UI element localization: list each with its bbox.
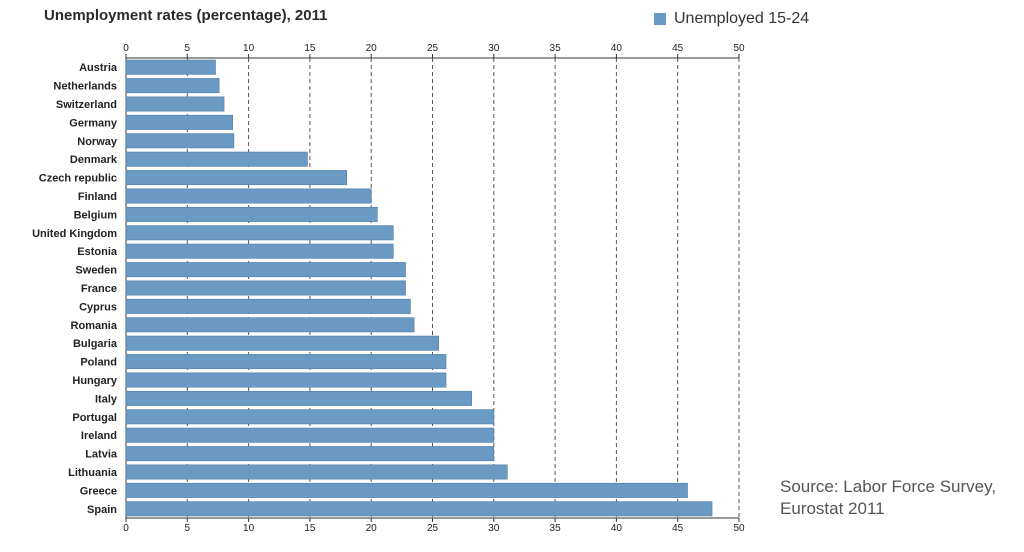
bottom-tick-label: 5 [185,523,191,534]
bar [125,335,439,351]
bar [125,390,473,406]
category-label: Poland [80,357,117,369]
top-tick-label: 10 [243,43,255,54]
category-label: Sweden [75,265,117,277]
category-label: Romania [71,320,118,332]
category-label: Spain [87,504,117,516]
bar [125,501,713,517]
bar [125,133,235,149]
category-label: Greece [80,485,117,497]
bottom-tick-label: 0 [123,523,129,534]
top-tick-label: 15 [304,43,316,54]
legend: Unemployed 15-24 [654,10,809,28]
bottom-tick-label: 35 [550,523,562,534]
category-label: United Kingdom [32,228,117,240]
category-label: Ireland [81,430,117,442]
bottom-tick-label: 25 [427,523,439,534]
top-tick-label: 30 [488,43,500,54]
top-tick-label: 35 [550,43,562,54]
top-tick-label: 25 [427,43,439,54]
bar [125,464,508,480]
top-tick-label: 20 [366,43,378,54]
bar [125,225,394,241]
category-label: Switzerland [56,99,117,111]
bar [125,170,347,186]
category-label: Czech republic [39,173,117,185]
category-label: Cyprus [79,301,117,313]
legend-label: Unemployed 15-24 [674,10,810,27]
category-label: Austria [79,62,118,74]
bar [125,482,688,498]
legend-swatch [654,13,666,25]
top-tick-label: 45 [672,43,684,54]
category-label: Finland [78,191,117,203]
bar [125,262,406,278]
bottom-tick-label: 40 [611,523,623,534]
bar [125,59,216,75]
category-label: Germany [69,117,118,129]
bar [125,188,372,204]
bar [125,280,406,296]
bar [125,446,495,462]
bar [125,298,411,314]
source-note: Source: Labor Force Survey, Eurostat 201… [780,477,997,518]
bottom-tick-label: 45 [672,523,684,534]
bottom-tick-label: 10 [243,523,255,534]
category-label: Bulgaria [73,338,118,350]
bar [125,114,233,130]
category-label: Belgium [74,209,118,221]
chart-title: Unemployment rates (percentage), 2011 [44,7,328,24]
bar [125,96,225,112]
category-label: Italy [95,393,118,405]
top-tick-label: 5 [185,43,191,54]
bottom-tick-label: 15 [304,523,316,534]
top-tick-label: 0 [123,43,129,54]
category-label: Denmark [70,154,118,166]
category-label: Latvia [85,449,118,461]
bottom-tick-label: 50 [733,523,745,534]
bar [125,409,495,425]
bar [125,354,447,370]
top-tick-label: 40 [611,43,623,54]
bar [125,317,415,333]
bar [125,206,378,222]
category-label: Portugal [72,412,117,424]
bar [125,78,220,94]
bottom-tick-label: 30 [488,523,500,534]
category-label: Estonia [77,246,118,258]
category-label: Norway [77,136,118,148]
bottom-tick-label: 20 [366,523,378,534]
category-label: Hungary [72,375,118,387]
top-tick-label: 50 [733,43,745,54]
category-label: Lithuania [68,467,118,479]
bar [125,151,308,167]
bar [125,372,447,388]
category-label: France [81,283,117,295]
bar [125,427,495,443]
category-label: Netherlands [53,81,117,93]
bar [125,243,394,259]
